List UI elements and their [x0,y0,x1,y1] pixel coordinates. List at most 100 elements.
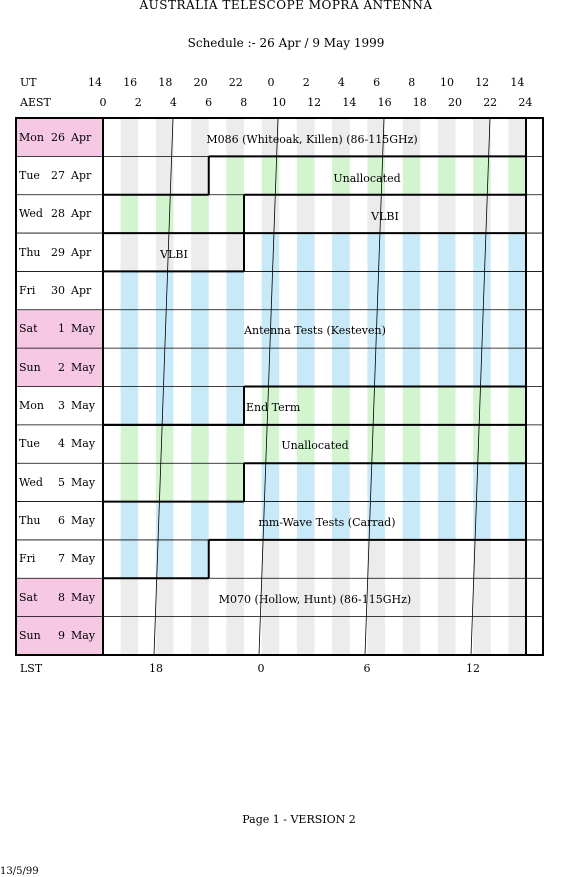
stripe [402,271,421,310]
aest_ticks-tick: 16 [377,96,392,109]
stripe [261,386,280,425]
stripe [437,309,456,349]
stripe [226,233,244,272]
stripe [296,118,315,157]
stripe [402,156,421,195]
stripe [508,348,526,387]
stripe [332,309,350,349]
ut_ticks-tick: 4 [337,76,345,89]
day-label: Mon 3 May [16,386,103,424]
stripe [473,424,491,464]
stripe [473,578,491,617]
stripe [226,118,244,157]
day-name: Tue [19,437,40,451]
day-date: 28 [51,207,65,221]
stripe [120,233,139,272]
stripe [296,501,315,540]
stripe [367,348,385,387]
stripe [191,233,209,272]
aest_ticks-tick: 4 [169,96,177,109]
stripe [437,386,456,425]
day-name: Fri [19,552,36,566]
day-date: 9 [58,629,65,643]
stripe [191,386,209,425]
stripe [508,118,526,157]
aest_ticks-tick: 20 [448,96,462,109]
stripe [508,578,526,617]
day-date: 7 [58,552,65,566]
stripe [332,118,350,157]
ut_ticks-tick: 16 [123,76,138,89]
lst-line [364,117,385,656]
stripe [508,386,526,425]
stripe [508,233,526,272]
stripe [296,309,315,349]
stripe [402,194,421,234]
stripe [191,578,209,617]
day-label: Fri 7 May [16,540,103,578]
ut_ticks-tick: 20 [193,76,208,89]
aest_ticks-tick: 12 [307,96,322,109]
day-date: 1 [58,322,65,336]
stripe [120,156,139,195]
weekend-cell [16,309,103,349]
stripe [261,463,280,502]
stripe [402,233,421,272]
stripe [296,233,315,272]
stripe [367,156,385,195]
stripe [191,271,209,310]
ut_ticks-tick: 14 [510,76,525,89]
aest_ticks-tick: 18 [412,96,427,109]
stripe [437,348,456,387]
stripe [332,501,350,540]
day-date: 30 [51,283,65,297]
day-label: Tue 4 May [16,425,103,463]
stripe [402,386,421,425]
day-month: May [71,590,96,604]
day-month: May [71,629,96,643]
stripe [367,463,385,502]
stripe [296,194,315,234]
stripe [473,194,491,234]
stripe [402,309,421,349]
stripe [155,424,174,464]
stripe [437,424,456,464]
stripe [296,271,315,310]
lst-line [153,117,174,656]
stripe [226,386,244,425]
ut-axis-label: UT [20,76,37,89]
ut_ticks-tick: 14 [88,76,102,89]
stripe [437,156,456,195]
stripe [332,156,350,195]
day-label: Thu 6 May [16,502,103,540]
stripe [261,156,280,195]
stripe [367,578,385,617]
day-date: 8 [58,590,65,604]
lst-line [258,117,279,656]
day-label: Sat 8 May [16,578,103,616]
stripe [508,271,526,310]
stripe [191,463,209,502]
stripe [120,271,139,310]
stripe [261,501,280,540]
ut_ticks-tick: 18 [158,76,173,89]
ut_ticks-tick: 8 [408,76,416,89]
stripe [332,271,350,310]
stripe [120,616,139,655]
stripe [437,578,456,617]
stripe [261,616,280,655]
stripe [155,463,174,502]
day-date: 27 [51,168,65,182]
stripe [155,348,174,387]
day-label: Mon 26 Apr [16,118,103,156]
stripe [155,194,174,234]
stripe [226,501,244,540]
ut_ticks-tick: 22 [228,76,243,89]
day-name: Tue [19,168,40,182]
day-label: Wed 28 Apr [16,195,103,233]
lst-line [470,117,491,656]
stripe [155,309,174,349]
stripe [120,463,139,502]
day-month: Apr [71,168,92,182]
